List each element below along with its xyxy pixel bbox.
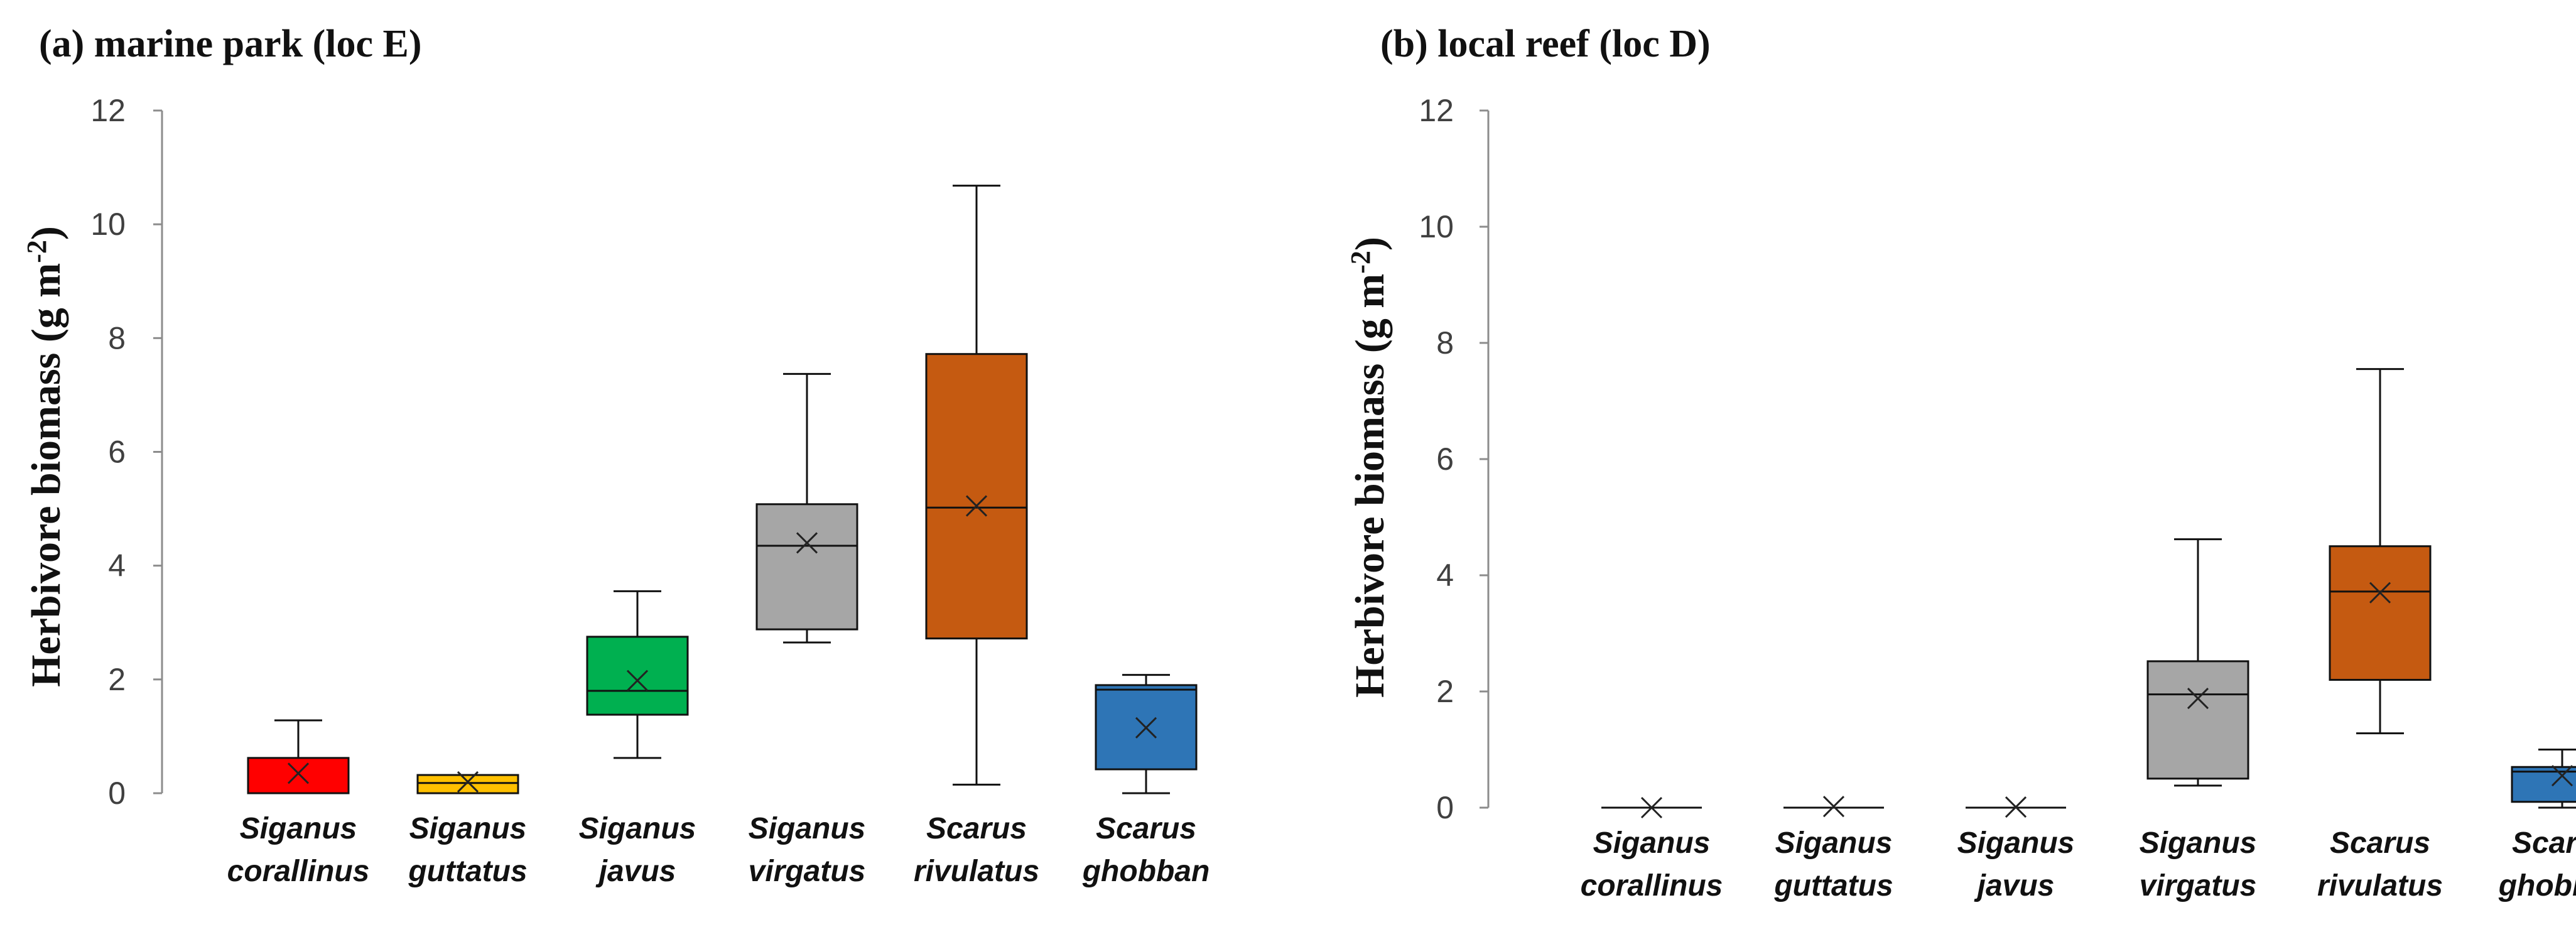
category-label: guttatus: [1773, 869, 1893, 902]
category-label: Siganus: [579, 812, 696, 845]
mean-marker: [796, 532, 818, 554]
y-axis-label-text: Herbivore biomass (g m: [23, 263, 69, 687]
category-label: Siganus: [749, 812, 866, 845]
mean-marker: [2005, 796, 2027, 818]
box-plot: [1966, 796, 2066, 818]
category-label: Scarus: [2330, 826, 2430, 860]
y-tick-label: 8: [108, 320, 126, 355]
category-label: ghobban: [1082, 855, 1210, 888]
y-tick-label: 6: [1436, 442, 1454, 477]
iqr-box: [755, 503, 858, 631]
y-tick-label: 8: [1436, 325, 1454, 360]
category-label: javus: [1974, 869, 2055, 902]
mean-marker: [2551, 765, 2573, 787]
category-label: Scarus: [2512, 826, 2576, 860]
y-tick-label: 2: [108, 662, 126, 697]
panel-b-local-reef: (b) local reef (loc D) Herbivore biomass …: [1345, 23, 2576, 902]
box-plot: [2511, 749, 2576, 809]
box-plot: [755, 372, 858, 644]
mean-marker: [2369, 582, 2391, 604]
iqr-box: [925, 353, 1028, 640]
category-label: ghobban: [2498, 869, 2576, 902]
box-plot: [925, 185, 1028, 786]
y-tick-label: 0: [108, 776, 126, 811]
category-label: rivulatus: [914, 855, 1039, 888]
box-plot: [586, 590, 689, 759]
category-label: Siganus: [240, 812, 357, 845]
category-label: Scarus: [1096, 812, 1196, 845]
mean-marker: [626, 669, 649, 691]
category-label: Siganus: [1957, 826, 2075, 860]
box-plot: [1095, 674, 1198, 794]
mean-marker: [1135, 717, 1157, 739]
box-plot: [247, 719, 350, 794]
category-label: Siganus: [1775, 826, 1893, 860]
y-tick-label: 4: [1436, 558, 1454, 593]
category-label: guttatus: [408, 855, 527, 888]
y-axis-label-text: Herbivore biomass (g m: [1347, 274, 1393, 698]
y-tick-label: 0: [1436, 790, 1454, 825]
category-label: virgatus: [749, 855, 866, 888]
category-label: javus: [595, 855, 676, 888]
category-label: Siganus: [409, 812, 527, 845]
panel-title: (a) marine park (loc E): [39, 23, 422, 65]
iqr-box: [2146, 660, 2249, 780]
y-tick-label: 10: [90, 207, 126, 242]
category-label: virgatus: [2140, 869, 2257, 902]
y-tick-label: 2: [1436, 674, 1454, 709]
y-tick-label: 6: [108, 435, 126, 470]
panel-title: (b) local reef (loc D): [1380, 23, 1711, 65]
mean-marker: [287, 762, 310, 784]
y-tick-label: 12: [90, 93, 126, 128]
box-plot: [1783, 796, 1884, 818]
y-axis-label-close: ): [1347, 237, 1393, 251]
category-label: Siganus: [2140, 826, 2257, 860]
mean-marker: [1640, 796, 1663, 819]
y-tick-label: 12: [1419, 93, 1454, 128]
y-axis-label-superscript: -2: [1345, 251, 1376, 274]
iqr-box: [416, 774, 519, 794]
category-label: rivulatus: [2317, 869, 2443, 902]
y-axis-label: Herbivore biomass (g m-2): [1345, 237, 1393, 698]
box-plot: [1601, 796, 1702, 819]
mean-marker: [1822, 796, 1845, 818]
y-axis-label-superscript: -2: [21, 240, 52, 263]
iqr-box: [2329, 545, 2432, 681]
box-plot: [2146, 538, 2249, 787]
mean-marker: [2187, 688, 2209, 710]
y-axis-label-close: ): [23, 226, 69, 240]
iqr-box: [247, 757, 350, 794]
iqr-box: [2511, 766, 2576, 803]
category-label: Siganus: [1593, 826, 1711, 860]
category-label: corallinus: [227, 855, 370, 888]
y-tick-label: 4: [108, 548, 126, 583]
category-label: corallinus: [1581, 869, 1723, 902]
y-tick-label: 10: [1419, 209, 1454, 244]
mean-marker: [965, 495, 988, 517]
panel-a-marine-park: (a) marine park (loc E) Herbivore biomass…: [21, 23, 1210, 888]
iqr-box: [586, 636, 689, 716]
box-plot: [416, 771, 519, 794]
mean-marker: [457, 771, 479, 793]
box-plot: [2329, 368, 2432, 735]
category-label: Scarus: [926, 812, 1027, 845]
y-axis-label: Herbivore biomass (g m-2): [21, 226, 69, 687]
